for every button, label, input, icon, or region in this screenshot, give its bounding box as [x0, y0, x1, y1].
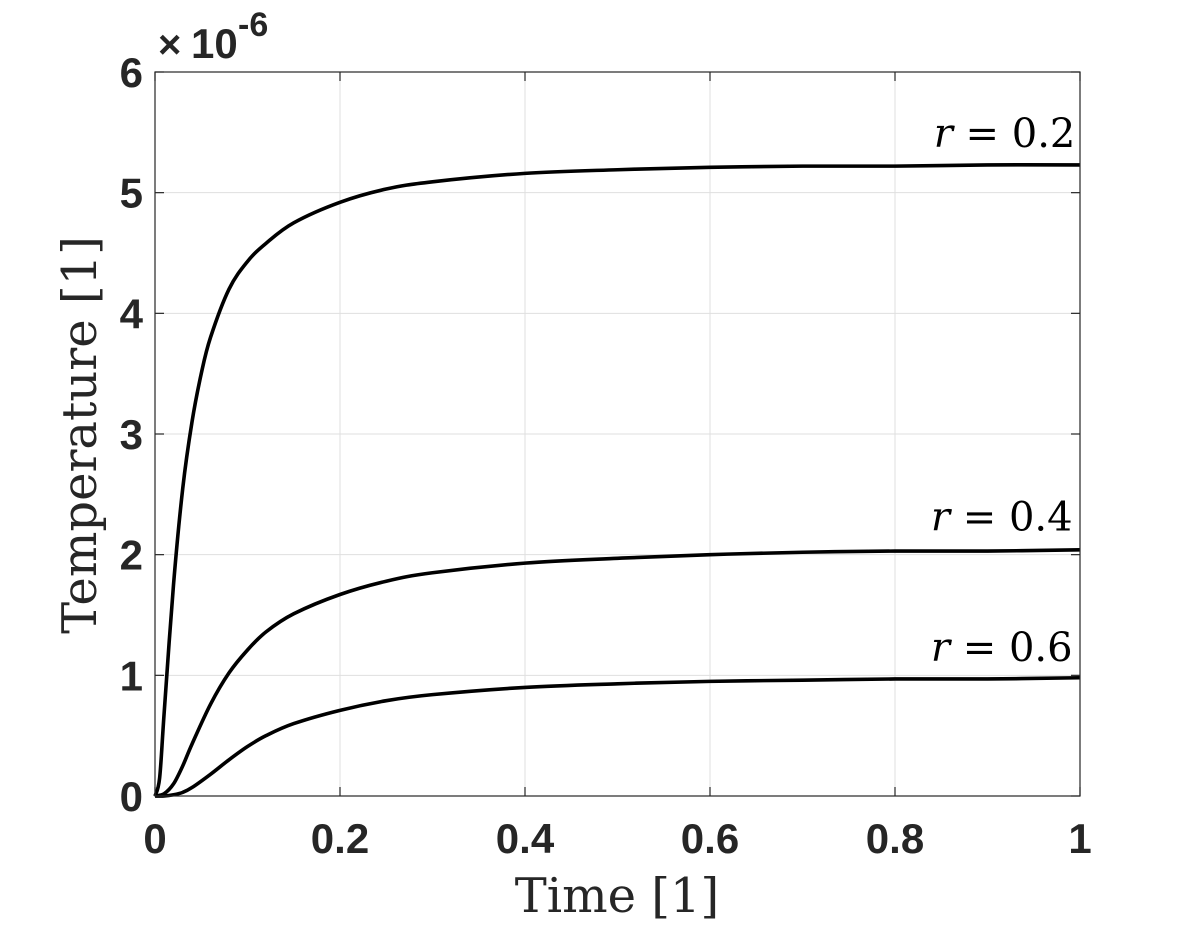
- x-tick-label: 0.8: [866, 815, 924, 862]
- curve-label-symbol: r: [931, 625, 953, 671]
- y-tick-label: 3: [120, 411, 143, 458]
- y-tick-label: 4: [120, 290, 144, 337]
- curves: [153, 163, 1081, 798]
- x-tick-label: 0: [143, 815, 166, 862]
- x-tick-label: 0.6: [681, 815, 739, 862]
- axis-ticks: 0 0.2 0.4 0.6 0.8 1 0 1 2 3 4 5 6: [120, 49, 1092, 862]
- y-tick-label: 1: [120, 652, 143, 699]
- y-axis-title: Temperature [1]: [52, 236, 108, 634]
- curve-label: r = 0.2: [934, 111, 1076, 157]
- series-line-1: [153, 163, 1081, 797]
- y-axis-multiplier: × 10 -6: [158, 6, 268, 67]
- curve-label-symbol: r: [931, 495, 953, 541]
- y-tick-label: 0: [120, 773, 143, 820]
- multiplier-exponent: -6: [238, 6, 268, 44]
- y-tick-label: 6: [120, 49, 143, 96]
- series-line-2: [154, 548, 1081, 798]
- series-line-3: [154, 675, 1081, 798]
- y-tick-label: 5: [120, 170, 143, 217]
- curve-label-value: = 0.6: [950, 625, 1073, 671]
- y-tick-label: 2: [120, 532, 143, 579]
- curve-label: r = 0.6: [931, 625, 1073, 671]
- x-tick-label: 1: [1068, 815, 1091, 862]
- x-tick-label: 0.2: [311, 815, 369, 862]
- curve-label-symbol: r: [934, 111, 956, 157]
- curve-label-value: = 0.2: [953, 111, 1076, 157]
- x-axis-title: Time [1]: [515, 868, 720, 924]
- grid-lines: [154, 71, 1081, 797]
- x-tick-label: 0.4: [496, 815, 555, 862]
- multiplier-prefix: ×: [158, 23, 181, 67]
- curve-labels: r = 0.2r = 0.4r = 0.6: [931, 111, 1075, 671]
- multiplier-base: 10: [191, 20, 238, 67]
- curve-label-value: = 0.4: [950, 495, 1073, 541]
- curve-label: r = 0.4: [931, 495, 1073, 541]
